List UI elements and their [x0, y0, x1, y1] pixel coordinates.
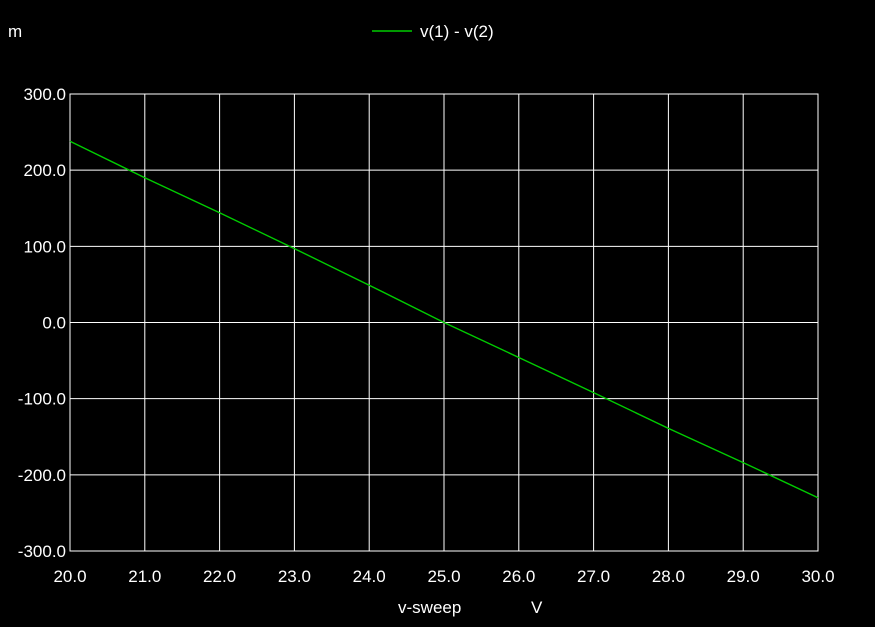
x-tick-label: 20.0 — [53, 567, 86, 586]
x-tick-label: 24.0 — [353, 567, 386, 586]
x-tick-label: 30.0 — [801, 567, 834, 586]
y-tick-label: 100.0 — [23, 237, 66, 256]
x-tick-label: 26.0 — [502, 567, 535, 586]
x-tick-label: 22.0 — [203, 567, 236, 586]
x-tick-label: 23.0 — [278, 567, 311, 586]
legend: v(1) - v(2) — [372, 22, 494, 41]
y-tick-label: 200.0 — [23, 161, 66, 180]
x-axis-unit: V — [531, 598, 543, 617]
y-tick-labels: 300.0 200.0 100.0 0.0 -100.0 -200.0 -300.0 — [18, 85, 66, 561]
x-axis-label: v-sweep — [398, 598, 461, 617]
y-tick-label: -100.0 — [18, 390, 66, 409]
y-unit-label: m — [8, 22, 22, 41]
y-tick-label: -300.0 — [18, 542, 66, 561]
y-tick-label: 0.0 — [42, 314, 66, 333]
x-tick-label: 28.0 — [652, 567, 685, 586]
y-tick-label: 300.0 — [23, 85, 66, 104]
x-tick-label: 25.0 — [427, 567, 460, 586]
y-tick-label: -200.0 — [18, 466, 66, 485]
x-tick-label: 29.0 — [727, 567, 760, 586]
x-tick-label: 27.0 — [577, 567, 610, 586]
series-line — [69, 140, 819, 499]
legend-label: v(1) - v(2) — [420, 22, 494, 41]
x-tick-labels: 20.0 21.0 22.0 23.0 24.0 25.0 26.0 27.0 28.0 29.0… — [53, 567, 834, 586]
x-tick-label: 21.0 — [128, 567, 161, 586]
series-group — [69, 140, 819, 499]
